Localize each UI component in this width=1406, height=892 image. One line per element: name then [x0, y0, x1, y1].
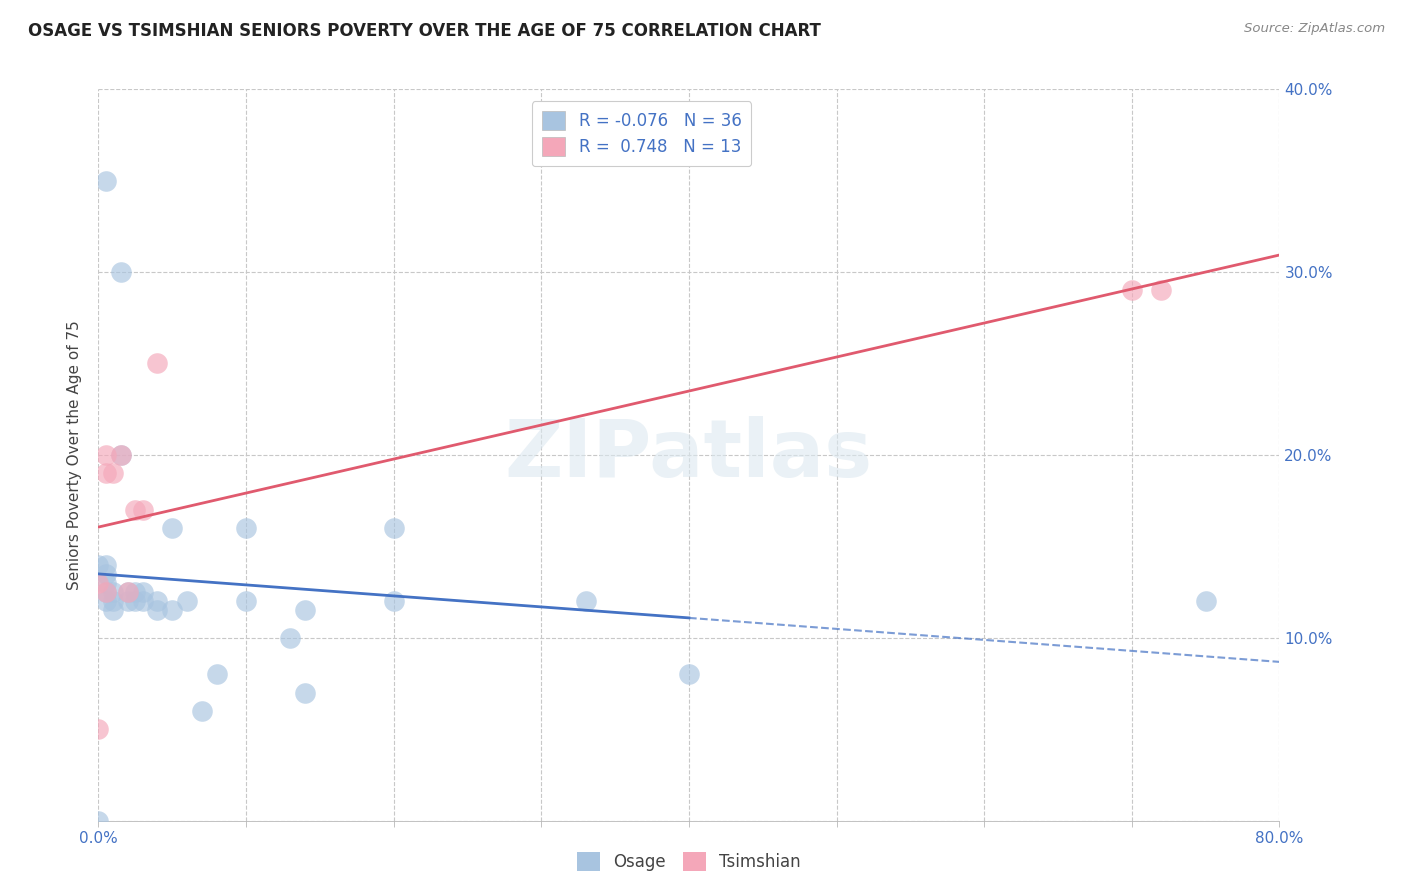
Point: [382, 594, 405, 608]
Point: [294, 685, 316, 699]
Point: [382, 521, 405, 535]
Point: [94, 558, 117, 572]
Point: [117, 594, 139, 608]
Point: [146, 594, 169, 608]
Point: [162, 521, 183, 535]
Point: [278, 631, 302, 645]
Point: [103, 466, 125, 480]
Legend: Osage, Tsimshian: Osage, Tsimshian: [571, 846, 807, 878]
Point: [678, 667, 700, 681]
Point: [94, 174, 117, 188]
Point: [176, 594, 198, 608]
Point: [103, 585, 125, 599]
Point: [110, 265, 132, 279]
Point: [146, 603, 169, 617]
Y-axis label: Seniors Poverty Over the Age of 75: Seniors Poverty Over the Age of 75: [67, 320, 83, 590]
Point: [1121, 284, 1143, 298]
Point: [110, 448, 132, 462]
Point: [124, 594, 146, 608]
Point: [94, 594, 117, 608]
Point: [235, 521, 257, 535]
Point: [94, 466, 117, 480]
Point: [146, 356, 169, 371]
Point: [235, 594, 257, 608]
Point: [117, 585, 139, 599]
Point: [124, 585, 146, 599]
Point: [1195, 594, 1218, 608]
Point: [205, 667, 228, 681]
Point: [110, 448, 132, 462]
Point: [87, 576, 110, 591]
Text: ZIPatlas: ZIPatlas: [505, 416, 873, 494]
Point: [132, 594, 155, 608]
Point: [94, 585, 117, 599]
Point: [132, 502, 155, 516]
Point: [1150, 284, 1173, 298]
Point: [191, 704, 214, 718]
Point: [294, 603, 316, 617]
Point: [162, 603, 183, 617]
Text: Source: ZipAtlas.com: Source: ZipAtlas.com: [1244, 22, 1385, 36]
Point: [117, 585, 139, 599]
Text: OSAGE VS TSIMSHIAN SENIORS POVERTY OVER THE AGE OF 75 CORRELATION CHART: OSAGE VS TSIMSHIAN SENIORS POVERTY OVER …: [28, 22, 821, 40]
Point: [94, 585, 117, 599]
Point: [103, 603, 125, 617]
Point: [94, 566, 117, 581]
Point: [94, 576, 117, 591]
Point: [87, 558, 110, 572]
Point: [132, 585, 155, 599]
Point: [87, 723, 110, 737]
Point: [94, 448, 117, 462]
Point: [87, 814, 110, 828]
Point: [124, 502, 146, 516]
Point: [103, 594, 125, 608]
Point: [574, 594, 596, 608]
